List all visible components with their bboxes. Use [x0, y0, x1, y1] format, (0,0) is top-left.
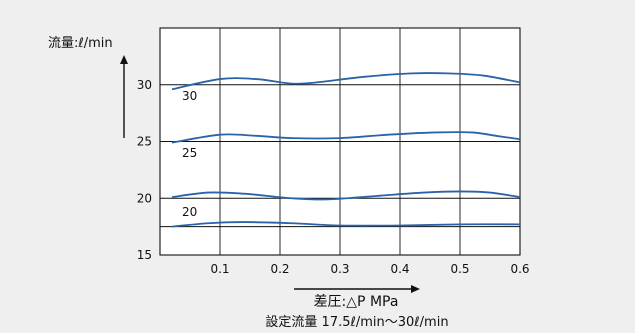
x-tick-label: 0.5 — [450, 262, 469, 276]
y-tick-label: 30 — [137, 78, 152, 92]
series-labels: 30 25 20 — [182, 89, 197, 219]
series-lines — [171, 72, 521, 228]
x-tick-label: 0.6 — [510, 262, 529, 276]
plot-frame — [159, 27, 521, 256]
y-tick-label: 25 — [137, 135, 152, 149]
series-label-25: 25 — [182, 146, 197, 160]
series-line-30 — [171, 72, 521, 91]
series-label-20: 20 — [182, 205, 197, 219]
x-tick-label: 0.1 — [210, 262, 229, 276]
series-line-20 — [171, 190, 521, 201]
y-tick-label: 20 — [137, 191, 152, 205]
x-tick-label: 0.2 — [270, 262, 289, 276]
y-axis-label: 流量:ℓ/min — [48, 36, 113, 51]
x-tick-label: 0.4 — [390, 262, 409, 276]
x-tick-label: 0.3 — [330, 262, 349, 276]
y-tick-labels: 15 20 25 30 — [137, 78, 152, 262]
series-line-base — [171, 221, 521, 228]
series-line-25 — [171, 131, 521, 144]
chart-caption: 設定流量 17.5ℓ/min〜30ℓ/min — [265, 314, 448, 330]
y-axis-arrow — [120, 55, 128, 138]
x-axis-arrow — [294, 285, 420, 293]
x-tick-labels: 0.1 0.2 0.3 0.4 0.5 0.6 — [210, 262, 529, 276]
series-label-30: 30 — [182, 89, 197, 103]
x-axis-label: 差圧:△P MPa — [314, 294, 399, 310]
plot-border — [159, 27, 521, 256]
y-tick-label: 15 — [137, 248, 152, 262]
